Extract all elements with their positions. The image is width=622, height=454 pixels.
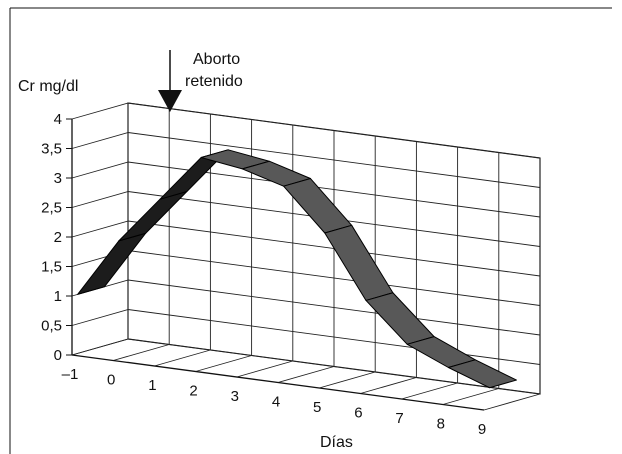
x-axis-line	[71, 354, 485, 411]
floor-gridline	[442, 388, 499, 405]
ribbon-segment	[118, 191, 188, 242]
y-tick-label: 4	[54, 111, 62, 128]
side-gridline-h	[71, 132, 129, 149]
ribbon-segment	[324, 224, 394, 301]
y-tick-label: 0,5	[41, 318, 62, 335]
side-gridline-h	[71, 102, 129, 120]
floor-gridline	[483, 393, 541, 411]
side-gridline-h	[71, 191, 129, 208]
x-tick-label: 1	[148, 377, 156, 394]
annotation-line-1: Aborto	[193, 51, 240, 68]
side-gridline-h	[71, 309, 129, 326]
y-axis-title: Cr mg/dl	[18, 78, 78, 95]
data-ribbon	[77, 149, 517, 389]
x-tick-label: 7	[395, 410, 403, 427]
x-tick-label: 3	[231, 388, 239, 405]
x-tick-label: 9	[478, 421, 486, 438]
annotation-line-2: retenido	[185, 73, 243, 90]
side-gridline-h	[71, 161, 129, 179]
floor-gridline	[277, 366, 335, 383]
y-tick-label: 2	[54, 229, 62, 246]
floor-gridline	[360, 377, 417, 394]
x-axis-title: Días	[320, 434, 353, 451]
ribbon-segment	[365, 292, 435, 345]
x-tick-label: 4	[272, 394, 280, 411]
ribbon-segment	[283, 178, 353, 234]
tick-labels: 00,511,522,533,54–1 0 1 2 3 4 5 6 7 8 9	[41, 111, 486, 438]
annotation-arrow-head	[158, 90, 182, 112]
x-tick-label: –1	[62, 366, 79, 383]
floor-gridline	[113, 344, 170, 361]
y-tick-label: 1	[54, 288, 62, 305]
x-tick-label: 6	[354, 405, 362, 422]
y-tick-label: 2,5	[41, 200, 62, 217]
floor-gridline	[236, 360, 293, 378]
x-tick-label: 5	[313, 399, 321, 416]
y-tick-label: 3,5	[41, 141, 62, 158]
x-tick-label: 2	[189, 383, 197, 400]
side-gridline-h	[71, 220, 129, 238]
floor-gridline	[154, 349, 211, 367]
floor-gridline	[71, 338, 129, 356]
y-tick-label: 0	[54, 347, 62, 364]
x-tick-label: 0	[107, 372, 115, 389]
y-tick-label: 3	[54, 170, 62, 187]
floor-gridline	[319, 371, 376, 389]
ribbon-segment	[77, 232, 147, 295]
x-tick-label: 8	[437, 416, 445, 433]
y-tick-label: 1,5	[41, 259, 62, 276]
floor-gridline	[401, 382, 458, 400]
ribbon-segment	[447, 359, 517, 389]
floor-gridline	[195, 355, 252, 372]
aborto-annotation: Aborto retenido	[158, 50, 243, 112]
